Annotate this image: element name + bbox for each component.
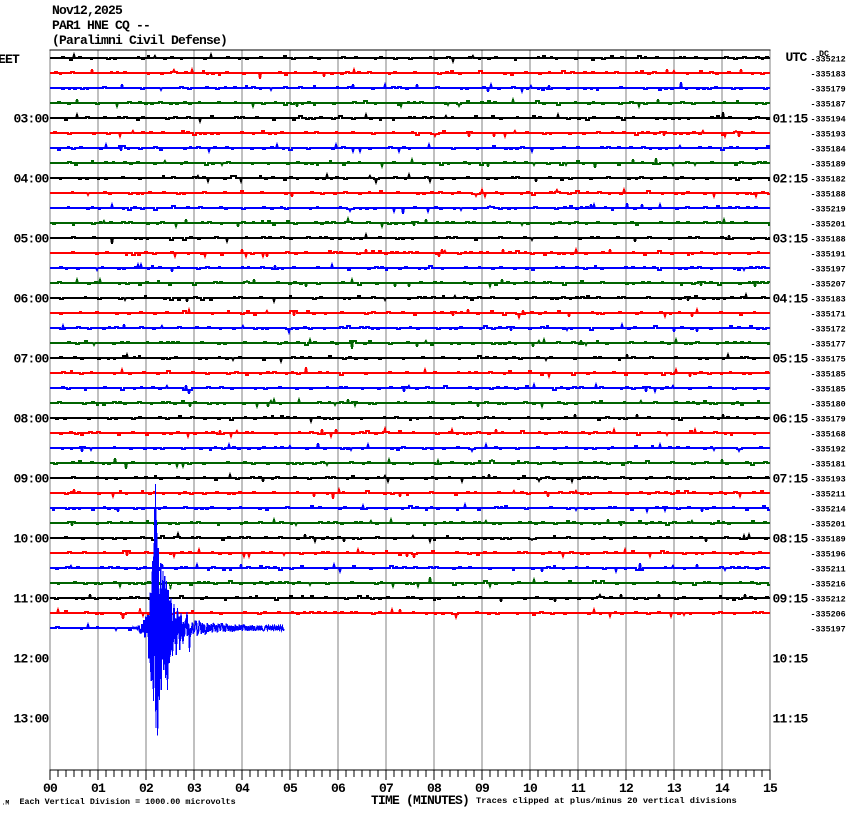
svg-text:11:15: 11:15 (772, 712, 808, 727)
svg-text:08:00: 08:00 (13, 412, 49, 427)
svg-text:-335197: -335197 (811, 265, 846, 275)
svg-text:01:15: 01:15 (772, 112, 808, 127)
svg-text:09:00: 09:00 (13, 472, 49, 487)
svg-text:03:15: 03:15 (772, 232, 808, 247)
svg-text:04:15: 04:15 (772, 292, 808, 307)
svg-text:08: 08 (427, 781, 442, 796)
svg-text:05:00: 05:00 (13, 232, 49, 247)
svg-text:-335185: -335185 (811, 370, 846, 380)
svg-text:-335168: -335168 (811, 430, 846, 440)
svg-text:-335206: -335206 (811, 610, 846, 620)
svg-text:09:15: 09:15 (772, 592, 808, 607)
svg-text:11: 11 (571, 781, 586, 796)
svg-text:07:00: 07:00 (13, 352, 49, 367)
svg-text:-335185: -335185 (811, 385, 846, 395)
svg-text:11:00: 11:00 (13, 592, 49, 607)
svg-text:-335189: -335189 (811, 160, 846, 170)
svg-text:-335193: -335193 (811, 475, 846, 485)
svg-text:-335193: -335193 (811, 130, 846, 140)
svg-text:-335184: -335184 (811, 145, 846, 155)
svg-text:Traces clipped at plus/minus 2: Traces clipped at plus/minus 20 vertical… (476, 796, 737, 806)
svg-text:-335197: -335197 (811, 625, 846, 635)
svg-text:Each Vertical Division = 1000.: Each Vertical Division = 1000.00 microvo… (20, 797, 236, 807)
svg-text:-335182: -335182 (811, 175, 846, 185)
svg-text:-335175: -335175 (811, 355, 846, 365)
svg-text:14: 14 (715, 781, 730, 796)
svg-text:-335196: -335196 (811, 550, 846, 560)
svg-text:EET: EET (0, 52, 20, 67)
svg-text:06: 06 (331, 781, 346, 796)
svg-text:-335181: -335181 (811, 460, 846, 470)
svg-text:07:15: 07:15 (772, 472, 808, 487)
svg-text:.M: .M (2, 800, 10, 807)
svg-text:-335212: -335212 (811, 55, 846, 65)
svg-text:Nov12,2025: Nov12,2025 (52, 3, 123, 18)
svg-text:07: 07 (379, 781, 393, 796)
svg-text:15: 15 (763, 781, 778, 796)
svg-text:(Paralimni Civil Defense): (Paralimni Civil Defense) (52, 33, 227, 48)
svg-text:-335177: -335177 (811, 340, 846, 350)
svg-text:01: 01 (91, 781, 106, 796)
svg-text:-335179: -335179 (811, 415, 846, 425)
svg-text:12: 12 (619, 781, 634, 796)
svg-text:-335183: -335183 (811, 295, 846, 305)
svg-text:-335207: -335207 (811, 280, 846, 290)
svg-text:03:00: 03:00 (13, 112, 49, 127)
svg-text:-335189: -335189 (811, 535, 846, 545)
svg-text:-335194: -335194 (811, 115, 846, 125)
svg-text:02: 02 (139, 781, 154, 796)
svg-text:08:15: 08:15 (772, 532, 808, 547)
svg-text:10: 10 (523, 781, 538, 796)
svg-text:00: 00 (43, 781, 58, 796)
svg-text:05:15: 05:15 (772, 352, 808, 367)
svg-text:12:00: 12:00 (13, 652, 49, 667)
svg-text:-335219: -335219 (811, 205, 846, 215)
svg-text:05: 05 (283, 781, 298, 796)
svg-text:10:00: 10:00 (13, 532, 49, 547)
svg-text:-335179: -335179 (811, 85, 846, 95)
svg-text:-335201: -335201 (811, 220, 846, 230)
svg-text:-335188: -335188 (811, 235, 846, 245)
svg-text:-335211: -335211 (811, 565, 846, 575)
svg-text:09: 09 (475, 781, 490, 796)
svg-text:-335201: -335201 (811, 520, 846, 530)
svg-text:-335187: -335187 (811, 100, 846, 110)
svg-text:06:00: 06:00 (13, 292, 49, 307)
svg-text:PAR1 HNE CQ --: PAR1 HNE CQ -- (52, 18, 150, 33)
svg-text:-335180: -335180 (811, 400, 846, 410)
svg-text:06:15: 06:15 (772, 412, 808, 427)
svg-text:-335211: -335211 (811, 490, 846, 500)
svg-text:-335192: -335192 (811, 445, 846, 455)
svg-text:-335171: -335171 (811, 310, 846, 320)
svg-text:UTC: UTC (785, 50, 807, 65)
svg-text:13: 13 (667, 781, 682, 796)
svg-text:-335214: -335214 (811, 505, 846, 515)
svg-text:-335188: -335188 (811, 190, 846, 200)
svg-text:04:00: 04:00 (13, 172, 49, 187)
svg-text:13:00: 13:00 (13, 712, 49, 727)
svg-text:02:15: 02:15 (772, 172, 808, 187)
svg-text:03: 03 (187, 781, 202, 796)
svg-text:10:15: 10:15 (772, 652, 808, 667)
svg-text:-335183: -335183 (811, 70, 846, 80)
svg-text:-335191: -335191 (811, 250, 846, 260)
svg-text:-335212: -335212 (811, 595, 846, 605)
svg-text:DC: DC (819, 49, 829, 59)
svg-text:-335172: -335172 (811, 325, 846, 335)
svg-text:-335216: -335216 (811, 580, 846, 590)
svg-text:04: 04 (235, 781, 250, 796)
svg-text:TIME (MINUTES): TIME (MINUTES) (371, 793, 469, 808)
